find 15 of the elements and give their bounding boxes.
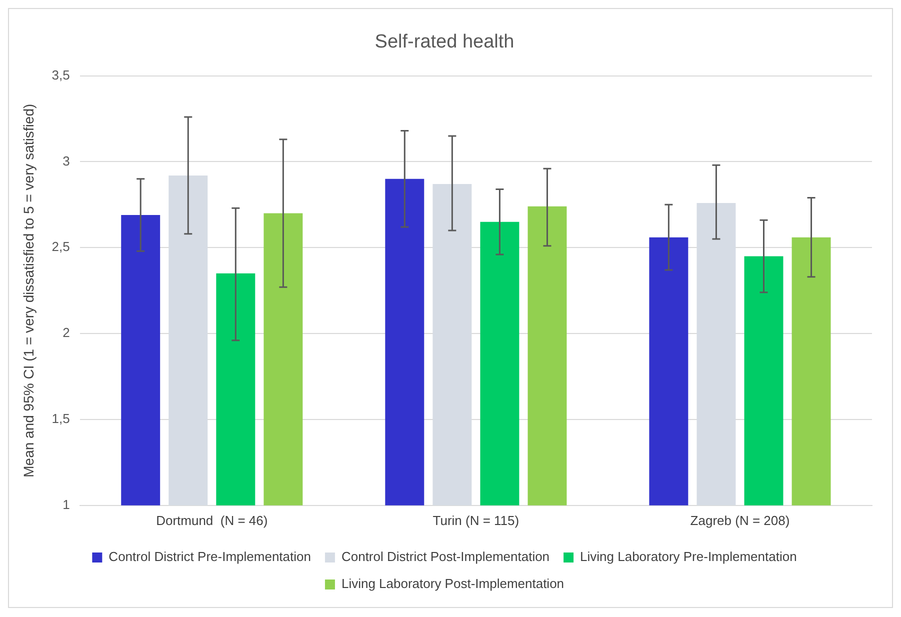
x-tick-label: Dortmund (N = 46) (156, 512, 268, 528)
y-axis-title: Mean and 95% CI (1 = very dissatisfied to 5 = very satisfied) (20, 104, 36, 478)
legend-label: Control District Pre-Implementation (108, 549, 311, 564)
y-tick-label: 1,5 (52, 411, 70, 426)
x-tick-label: Turin (N = 115) (432, 512, 520, 528)
legend-label: Living Laboratory Post-Implementation (341, 576, 564, 592)
chart-title: Self-rated health (374, 32, 514, 53)
y-tick-label: 2 (62, 325, 70, 340)
legend-label: Control District Post-Implementation (341, 549, 550, 564)
y-tick-label: 3 (62, 153, 70, 168)
y-tick-label: 1 (62, 496, 70, 512)
legend-label: Living Laboratory Pre-Implementation (580, 549, 797, 564)
y-tick-label: 3,5 (52, 67, 70, 82)
y-tick-label: 2,5 (52, 239, 70, 254)
x-tick-label: Zagreb (N = 208) (690, 512, 790, 528)
